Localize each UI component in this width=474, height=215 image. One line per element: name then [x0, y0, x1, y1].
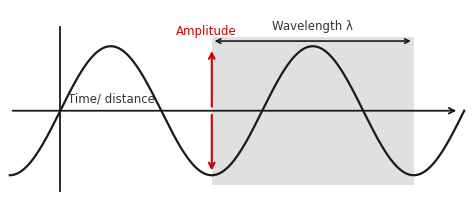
Text: Wavelength λ: Wavelength λ	[272, 20, 353, 33]
Text: Amplitude: Amplitude	[176, 26, 237, 38]
Text: Time/ distance: Time/ distance	[68, 93, 155, 106]
Bar	[212, 37, 414, 185]
